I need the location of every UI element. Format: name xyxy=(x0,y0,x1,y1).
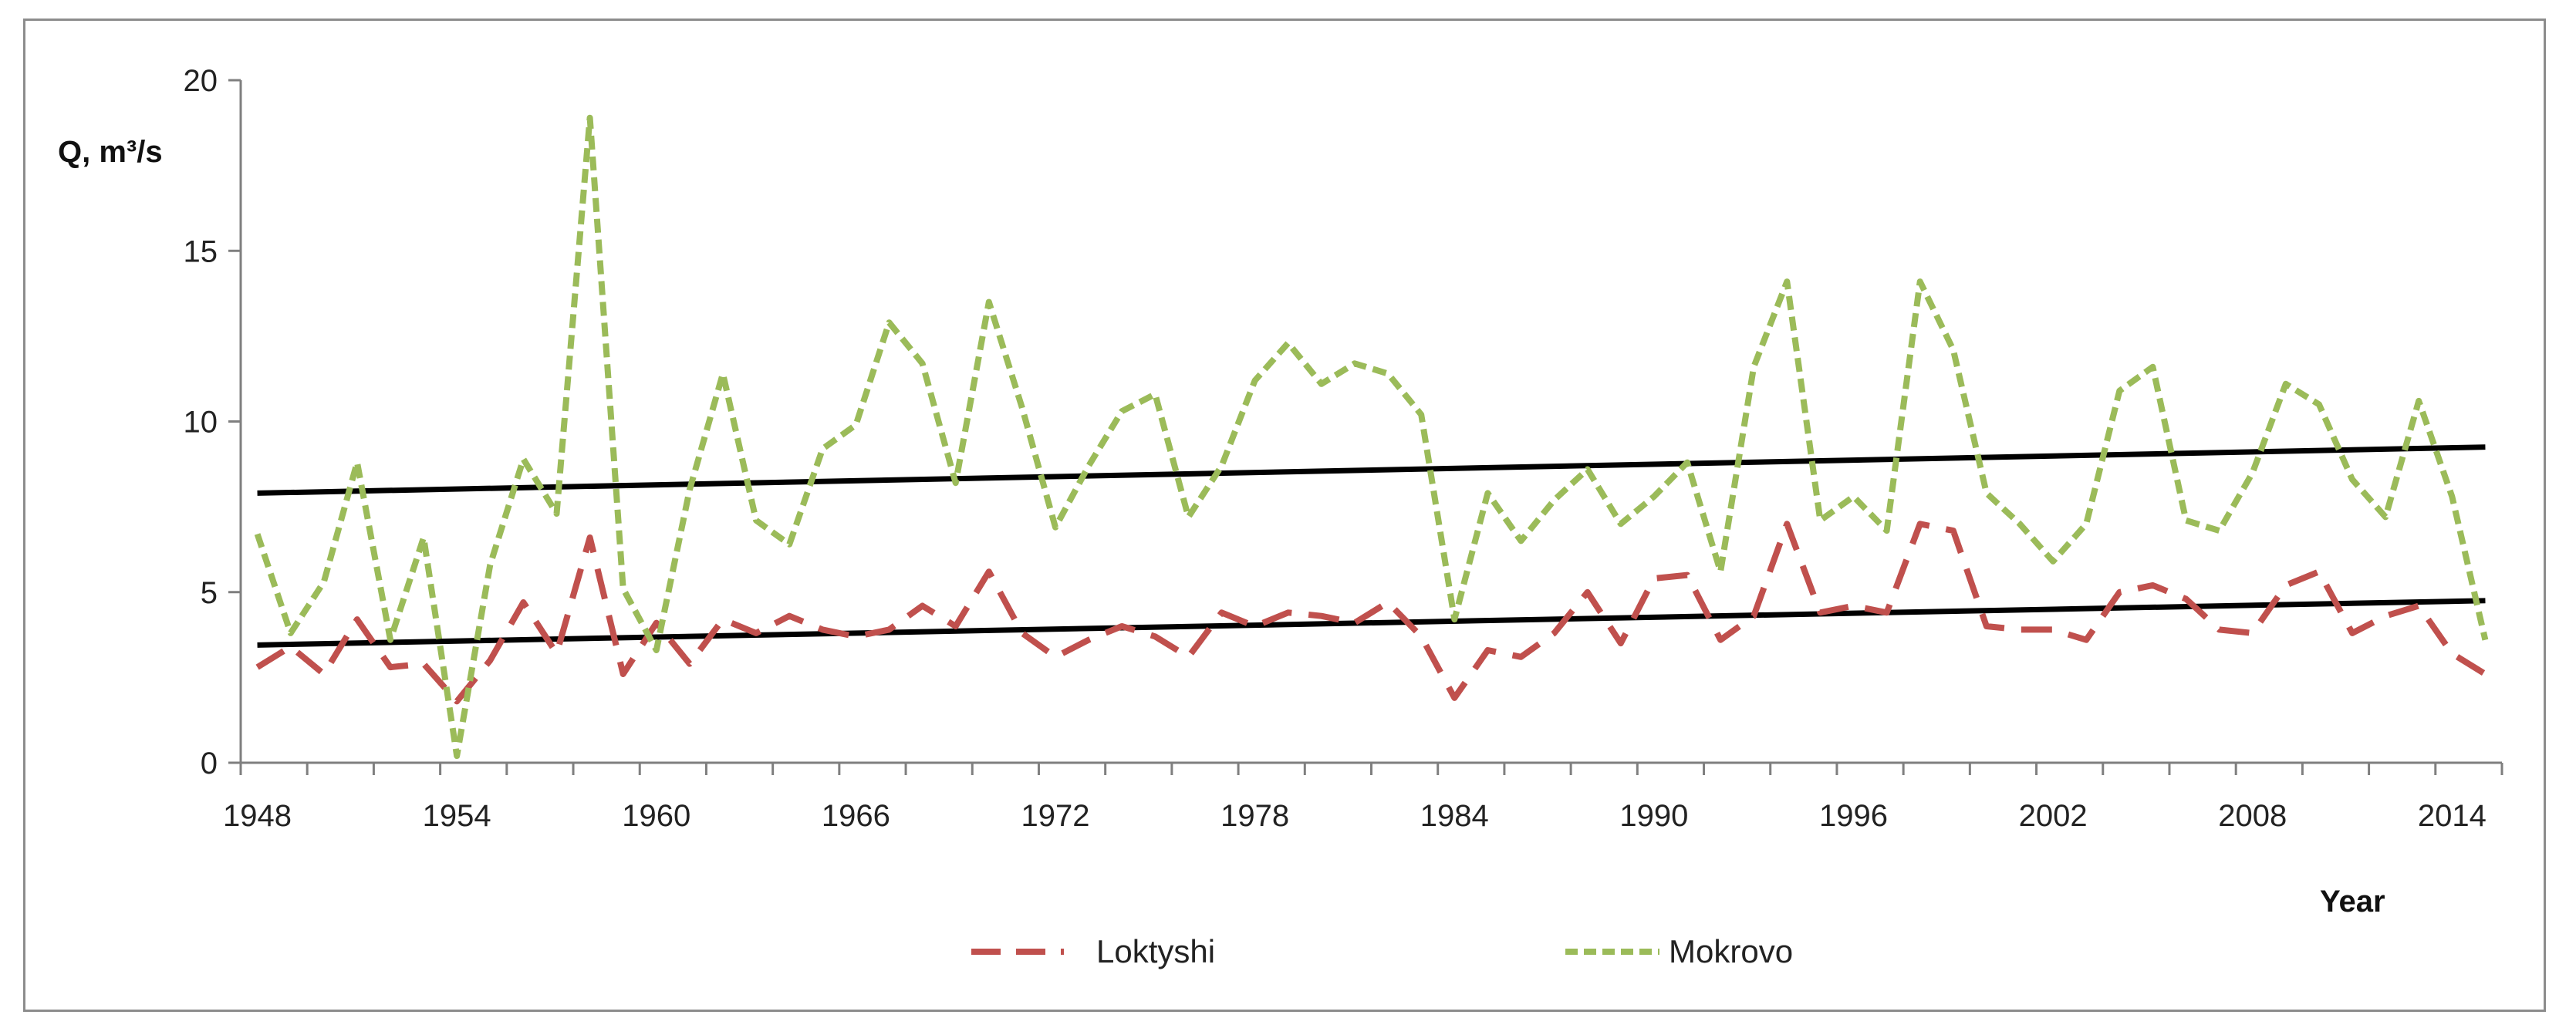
series-line-mokrovo xyxy=(254,114,2489,760)
y-tick-label: 15 xyxy=(184,234,218,268)
y-tick-label: 5 xyxy=(201,576,218,610)
y-tick-label: 0 xyxy=(201,747,218,780)
y-tick-label: 10 xyxy=(184,406,218,440)
x-tick-label: 1954 xyxy=(423,799,491,833)
x-axis-title: Year xyxy=(2320,885,2385,919)
x-tick-label: 2014 xyxy=(2418,799,2487,833)
legend-label-loktyshi: Loktyshi xyxy=(1096,933,1215,969)
y-tick-label: 20 xyxy=(184,64,218,98)
line-chart: 0 5 10 15 20 1948 1954 1960 1966 1972 1978 1984 1990… xyxy=(58,64,2503,969)
axes xyxy=(228,79,2503,775)
legend-item-loktyshi: Loktyshi xyxy=(971,933,1215,969)
x-tick-label: 1960 xyxy=(622,799,690,833)
trendline-loktyshi xyxy=(257,598,2486,648)
legend-label-mokrovo: Mokrovo xyxy=(1669,933,1793,969)
series-lines xyxy=(254,114,2489,760)
x-tick-label: 1966 xyxy=(822,799,890,833)
x-tick-label: 1978 xyxy=(1220,799,1289,833)
y-axis-title: Q, m³/s xyxy=(58,135,163,169)
x-tick-label: 2008 xyxy=(2218,799,2287,833)
x-tick-label: 1948 xyxy=(223,799,292,833)
chart-frame: 0 5 10 15 20 1948 1954 1960 1966 1972 1978 1984 1990… xyxy=(23,19,2546,1012)
legend-item-mokrovo: Mokrovo xyxy=(1565,933,1793,969)
tick-labels: 0 5 10 15 20 1948 1954 1960 1966 1972 1978 1984 1990… xyxy=(184,64,2487,833)
legend: Loktyshi Mokrovo xyxy=(971,933,1793,969)
x-tick-label: 2002 xyxy=(2019,799,2088,833)
series-line-loktyshi xyxy=(255,521,2487,705)
x-tick-label: 1972 xyxy=(1021,799,1090,833)
trendlines xyxy=(257,444,2486,648)
x-tick-label: 1990 xyxy=(1619,799,1688,833)
trendline-mokrovo xyxy=(257,444,2486,496)
x-tick-label: 1996 xyxy=(1819,799,1888,833)
x-tick-label: 1984 xyxy=(1420,799,1489,833)
